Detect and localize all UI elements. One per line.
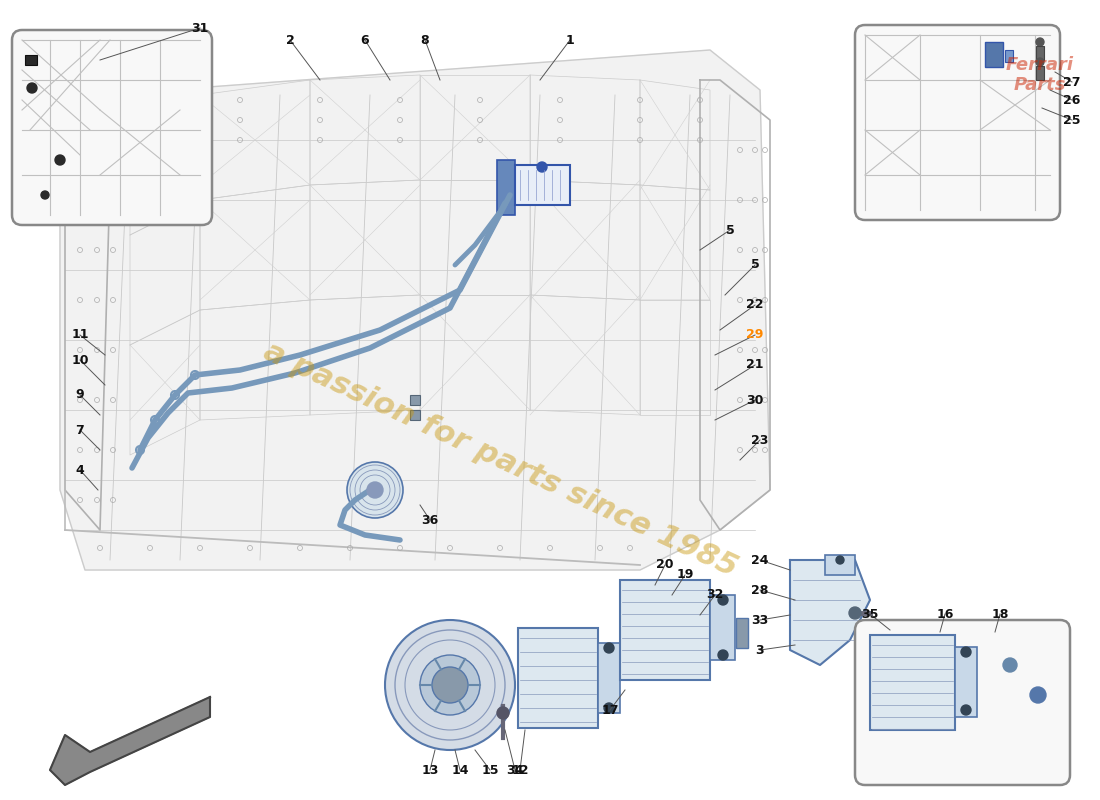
Polygon shape: [790, 560, 870, 665]
Bar: [620, 580, 710, 680]
Text: 34: 34: [506, 763, 524, 777]
Polygon shape: [50, 697, 210, 785]
FancyBboxPatch shape: [855, 25, 1060, 220]
Text: 6: 6: [361, 34, 370, 46]
Bar: [410, 410, 420, 420]
Text: 24: 24: [751, 554, 769, 566]
Bar: [955, 647, 977, 717]
Circle shape: [604, 703, 614, 713]
Bar: [410, 395, 420, 405]
Circle shape: [604, 643, 614, 653]
FancyBboxPatch shape: [12, 30, 212, 225]
Circle shape: [1036, 38, 1044, 46]
Circle shape: [497, 707, 509, 719]
Text: 2: 2: [286, 34, 295, 46]
Text: 14: 14: [451, 763, 469, 777]
Text: 12: 12: [512, 763, 529, 777]
Circle shape: [537, 162, 547, 172]
Text: 7: 7: [76, 423, 85, 437]
Text: 21: 21: [746, 358, 763, 371]
Text: a passion for parts since 1985: a passion for parts since 1985: [258, 337, 741, 583]
Text: 33: 33: [751, 614, 769, 626]
Bar: [518, 628, 598, 728]
Bar: [984, 42, 1003, 67]
Circle shape: [1003, 658, 1018, 672]
Bar: [497, 160, 515, 215]
Text: 3: 3: [756, 643, 764, 657]
Text: 19: 19: [676, 569, 694, 582]
Bar: [598, 643, 620, 713]
Circle shape: [385, 620, 515, 750]
Circle shape: [432, 667, 468, 703]
Text: 35: 35: [861, 607, 879, 621]
Text: 23: 23: [751, 434, 769, 446]
Text: 4: 4: [76, 463, 85, 477]
Circle shape: [28, 83, 37, 93]
Text: 18: 18: [991, 607, 1009, 621]
Circle shape: [961, 647, 971, 657]
Bar: [25, 55, 37, 65]
Bar: [825, 555, 855, 575]
Bar: [1005, 50, 1013, 62]
Text: 20: 20: [657, 558, 673, 571]
Circle shape: [718, 650, 728, 660]
Text: 32: 32: [706, 589, 724, 602]
Circle shape: [346, 462, 403, 518]
Text: 26: 26: [1064, 94, 1080, 106]
Circle shape: [961, 705, 971, 715]
Bar: [1036, 46, 1044, 60]
Text: 8: 8: [420, 34, 429, 46]
Polygon shape: [60, 50, 770, 570]
Circle shape: [836, 556, 844, 564]
Text: Ferrari
Parts: Ferrari Parts: [1006, 56, 1074, 94]
Bar: [870, 635, 955, 730]
Text: 31: 31: [191, 22, 209, 34]
Text: 13: 13: [421, 763, 439, 777]
Circle shape: [55, 155, 65, 165]
Circle shape: [41, 191, 50, 199]
Text: 27: 27: [1064, 75, 1080, 89]
Text: 11: 11: [72, 329, 89, 342]
Text: 29: 29: [746, 329, 763, 342]
Text: 5: 5: [726, 223, 735, 237]
Text: 17: 17: [602, 703, 618, 717]
Text: 16: 16: [936, 607, 954, 621]
Text: 10: 10: [72, 354, 89, 366]
Text: 28: 28: [751, 583, 769, 597]
Bar: [736, 618, 748, 648]
FancyBboxPatch shape: [855, 620, 1070, 785]
Circle shape: [1030, 687, 1046, 703]
Text: 22: 22: [746, 298, 763, 311]
Circle shape: [849, 607, 861, 619]
Text: 30: 30: [746, 394, 763, 406]
Circle shape: [1036, 58, 1044, 66]
Bar: [710, 595, 735, 660]
Text: 25: 25: [1064, 114, 1080, 126]
Bar: [1036, 66, 1044, 80]
Circle shape: [420, 655, 480, 715]
Circle shape: [718, 595, 728, 605]
Circle shape: [367, 482, 383, 498]
Text: 36: 36: [421, 514, 439, 526]
Bar: [515, 165, 570, 205]
Text: 9: 9: [76, 389, 85, 402]
Text: 5: 5: [750, 258, 759, 271]
Text: 1: 1: [565, 34, 574, 46]
Text: 15: 15: [482, 763, 498, 777]
